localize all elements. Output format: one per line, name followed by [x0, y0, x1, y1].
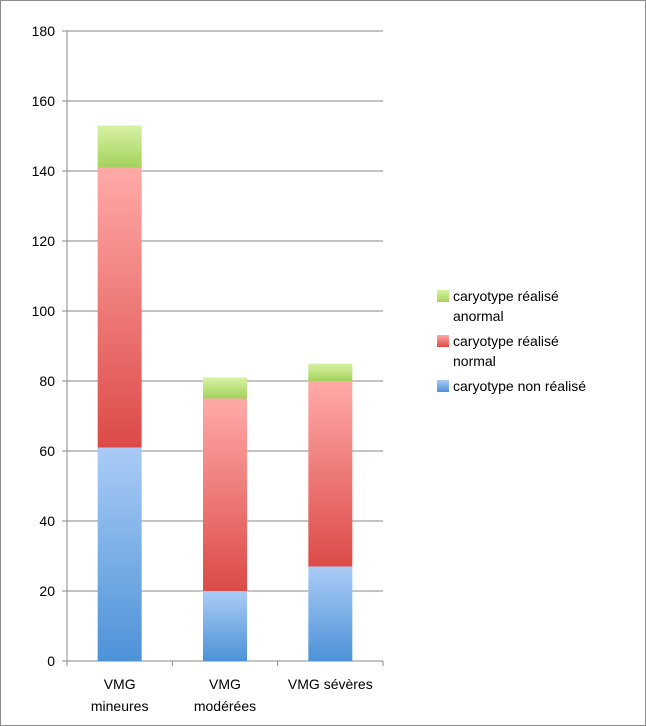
bar-segment: [203, 377, 247, 399]
y-tick-label: 40: [39, 513, 55, 529]
bar-segment: [308, 381, 353, 567]
y-tick-label: 100: [32, 303, 56, 319]
category-labels: VMG mineures VMG modérées VMG sévères: [91, 676, 373, 714]
legend-label: caryotype non réalisé: [453, 378, 586, 394]
x-category-label: VMG sévères: [288, 676, 373, 692]
y-tick-label: 140: [32, 163, 56, 179]
bar-segment: [203, 591, 247, 661]
bar-segment: [97, 167, 142, 448]
x-category-label: VMG mineures: [91, 676, 149, 714]
bar-segment: [97, 125, 142, 168]
y-tick-label: 80: [39, 373, 55, 389]
legend-label: caryotype réalisé normal: [453, 333, 559, 369]
bar-segment: [308, 363, 353, 381]
y-tick-label: 120: [32, 233, 56, 249]
legend-label: caryotype réalisé anormal: [453, 288, 559, 324]
y-tick-label: 160: [32, 93, 56, 109]
legend: caryotype réalisé anormal caryotype réalis…: [437, 288, 586, 394]
y-tick-label: 20: [39, 583, 55, 599]
y-tick-label: 0: [47, 653, 55, 669]
bar-segment: [203, 398, 247, 591]
y-tick-label: 180: [32, 23, 56, 39]
bars: [97, 125, 353, 661]
x-category-label: VMG modérées: [194, 676, 256, 714]
legend-swatch: [437, 290, 449, 302]
bar-segment: [97, 447, 142, 661]
legend-swatch: [437, 335, 449, 347]
legend-swatch: [437, 380, 449, 392]
y-tick-labels: 0 20 40 60 80 100 120 140 160 180: [32, 23, 56, 669]
y-tick-label: 60: [39, 443, 55, 459]
bar-segment: [308, 566, 353, 661]
